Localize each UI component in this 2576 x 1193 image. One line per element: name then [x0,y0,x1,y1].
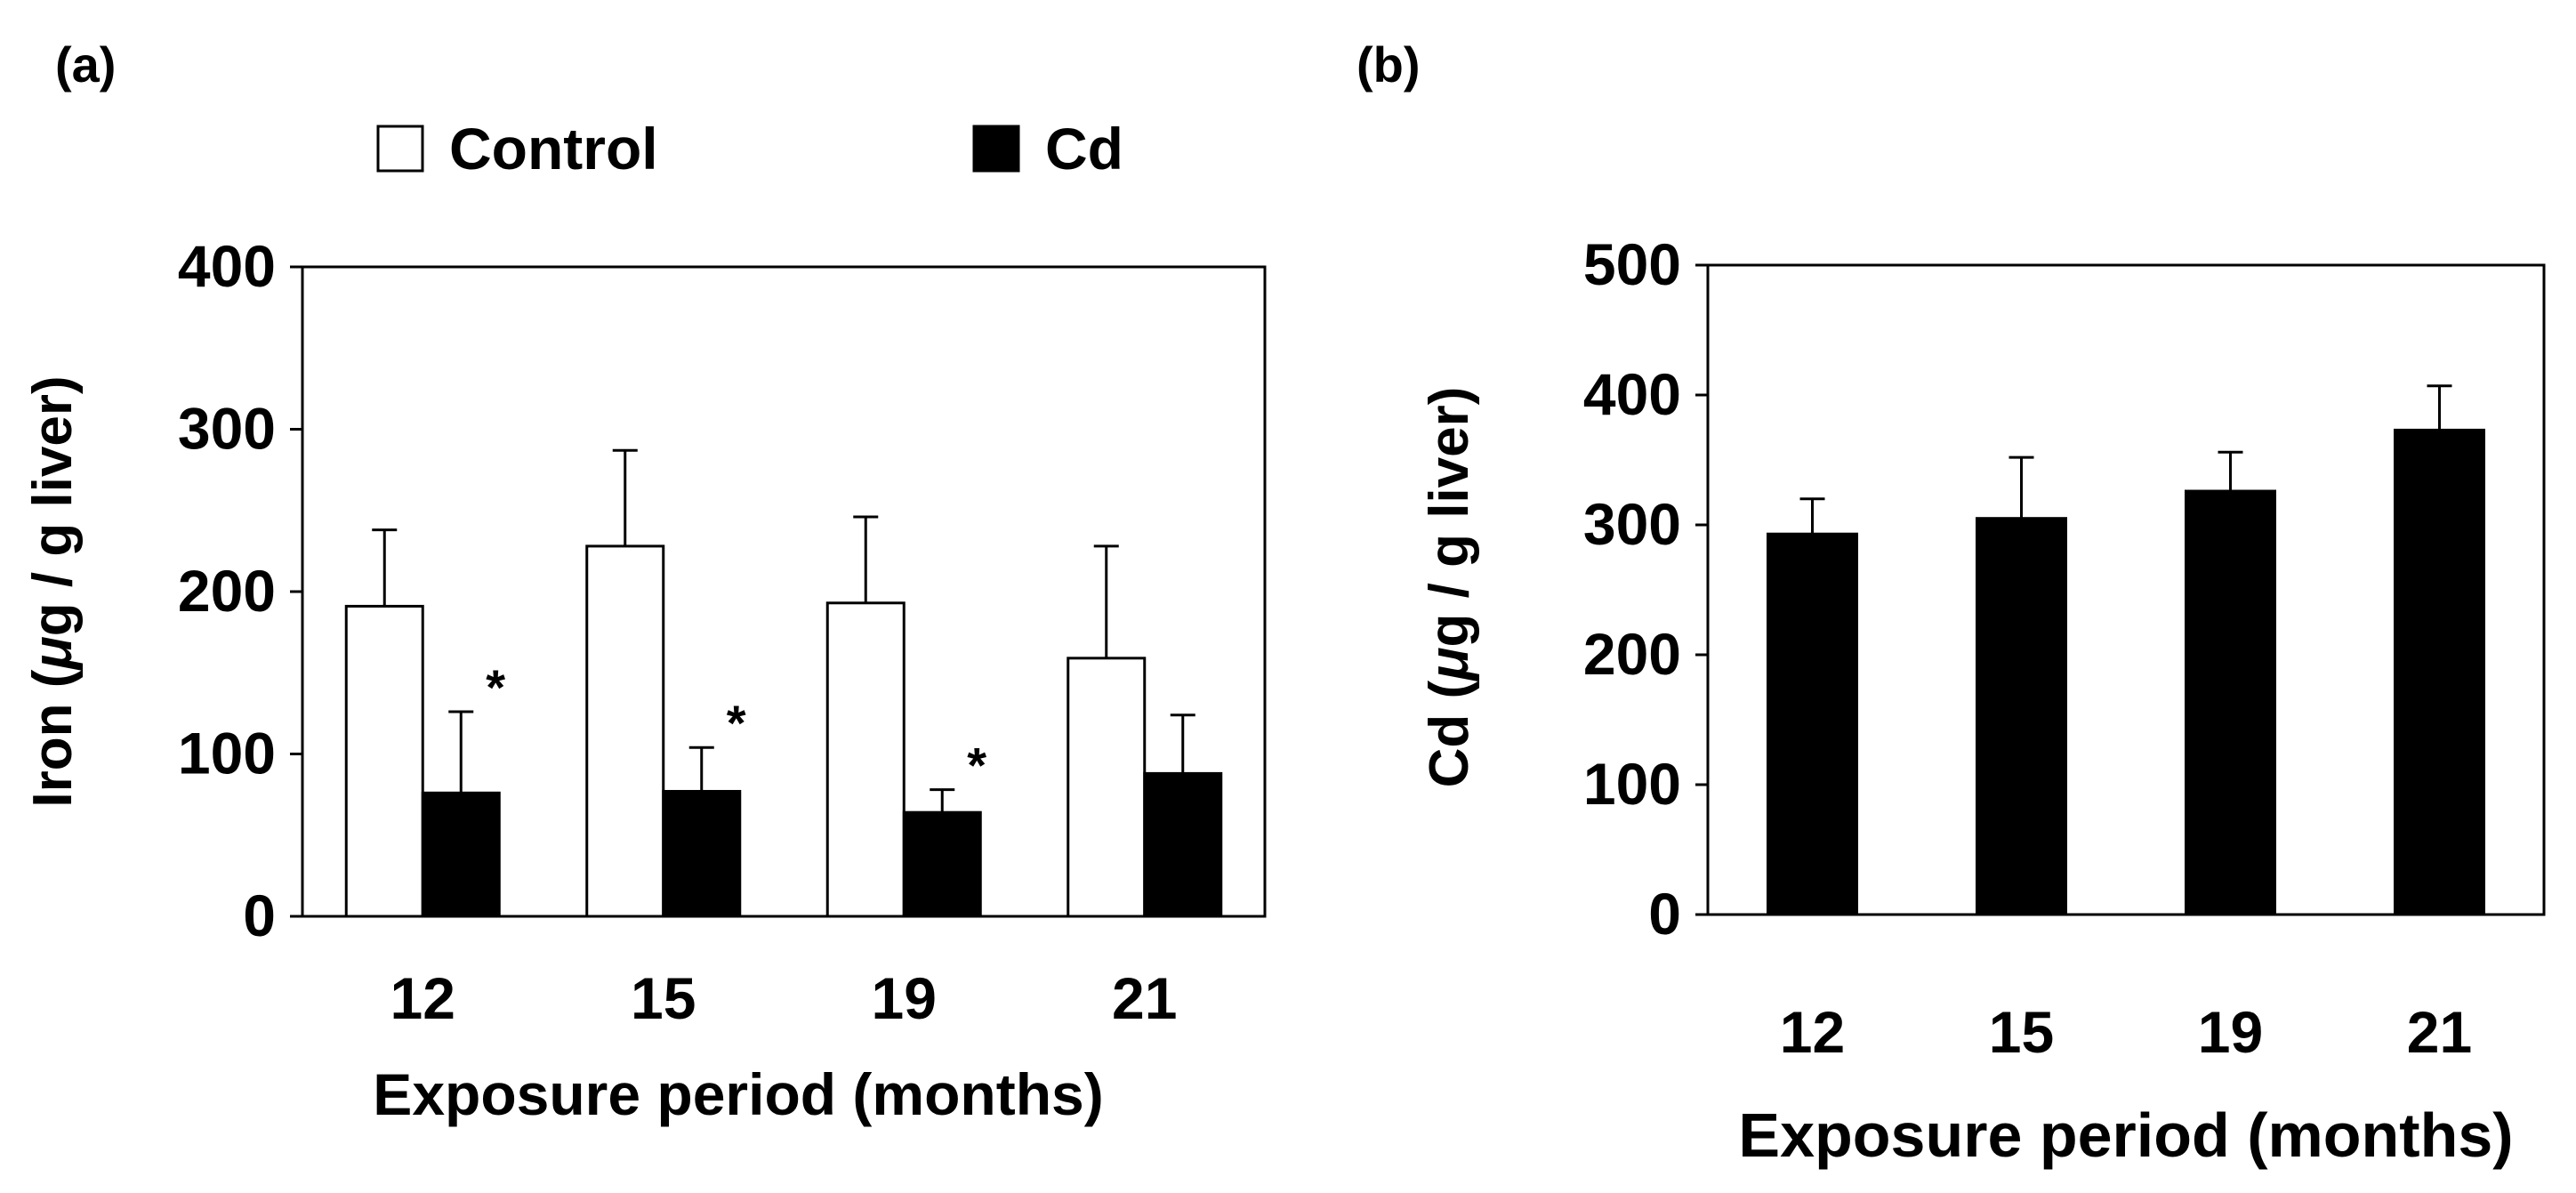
bar-cd-21 [2394,428,2485,916]
significance-asterisk: * [967,738,986,794]
legend-swatch-control [376,125,424,173]
x-axis-label-a: Exposure period (months) [373,1061,1103,1127]
y-axis-label-b: Cd (μg / g liver) [1419,387,1480,788]
panel-b-label: (b) [1356,36,1421,93]
y-axis-label-a: Iron (μg / g liver) [22,375,84,807]
panel-a-label: (a) [55,36,116,93]
x-axis-ticks-b: 12 15 19 21 [1780,999,2472,1065]
y-axis-ticks-b: 0 100 200 300 400 500 [1583,231,1708,947]
y-tick-label: 100 [1583,751,1681,817]
bar-cd-12 [1767,532,1858,916]
x-tick-label: 21 [1112,965,1177,1031]
legend-label-cd: Cd [1045,116,1123,181]
x-tick-label: 21 [2407,999,2472,1065]
x-tick-label: 15 [631,965,696,1031]
panel-a-iron-chart: (a) Control Cd * * * 0 100 200 300 400 12 15 19 2… [22,36,1267,1127]
bar-cd-19 [902,810,982,918]
bar-cd-21 [1143,771,1223,918]
significance-asterisk: * [486,659,505,715]
x-tick-label: 19 [2198,999,2263,1065]
plot-area-frame-b [1706,263,2546,916]
bar-cd-19 [2185,489,2276,916]
y-tick-label: 400 [178,233,276,299]
y-tick-label: 200 [178,558,276,624]
y-tick-label: 0 [243,883,276,948]
bar-control-21 [1067,657,1147,918]
x-tick-label: 19 [872,965,937,1031]
x-axis-label-b: Exposure period (months) [1738,1100,2513,1170]
x-tick-label: 12 [390,965,455,1031]
bars-a: * * * [344,448,1223,918]
bar-cd-12 [421,791,501,918]
legend: Control Cd [376,116,1123,181]
significance-asterisk: * [727,695,746,751]
y-tick-label: 300 [1583,491,1681,557]
bar-control-12 [344,604,424,918]
y-tick-label: 100 [178,721,276,786]
bar-control-15 [585,544,665,918]
bar-control-19 [825,601,906,918]
bar-cd-15 [662,789,742,918]
y-tick-label: 300 [178,396,276,462]
x-axis-ticks-a: 12 15 19 21 [390,965,1178,1031]
y-tick-label: 400 [1583,361,1681,427]
legend-label-control: Control [449,116,658,181]
bar-cd-15 [1976,517,2067,916]
bars-b [1767,384,2485,916]
x-tick-label: 12 [1780,999,1845,1065]
legend-swatch-cd [972,125,1020,173]
y-axis-ticks-a: 0 100 200 300 400 [178,233,302,948]
y-tick-label: 0 [1648,881,1681,947]
x-tick-label: 15 [1989,999,2054,1065]
y-tick-label: 500 [1583,231,1681,297]
y-tick-label: 200 [1583,621,1681,687]
panel-b-cd-chart: (b) 0 100 200 300 400 500 12 15 19 21 Exposure p… [1356,36,2546,1170]
